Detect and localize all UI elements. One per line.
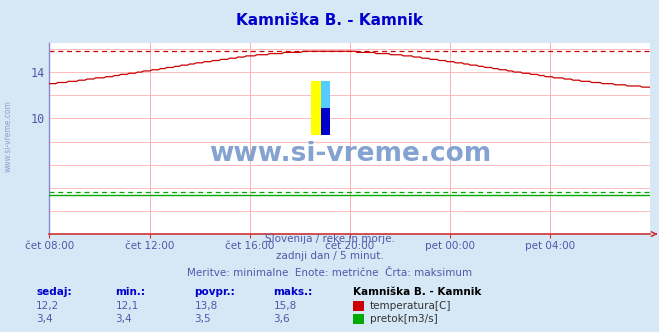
Text: povpr.:: povpr.: bbox=[194, 288, 235, 297]
Text: www.si-vreme.com: www.si-vreme.com bbox=[209, 141, 491, 167]
Text: 13,8: 13,8 bbox=[194, 301, 217, 311]
Text: temperatura[C]: temperatura[C] bbox=[370, 301, 451, 311]
Text: 3,6: 3,6 bbox=[273, 314, 290, 324]
Text: 3,4: 3,4 bbox=[115, 314, 132, 324]
Text: 12,1: 12,1 bbox=[115, 301, 138, 311]
Text: Slovenija / reke in morje.: Slovenija / reke in morje. bbox=[264, 234, 395, 244]
Text: maks.:: maks.: bbox=[273, 288, 313, 297]
Text: 12,2: 12,2 bbox=[36, 301, 59, 311]
Text: zadnji dan / 5 minut.: zadnji dan / 5 minut. bbox=[275, 251, 384, 261]
Text: Kamniška B. - Kamnik: Kamniška B. - Kamnik bbox=[353, 288, 481, 297]
Bar bbox=[322, 81, 330, 108]
Text: Kamniška B. - Kamnik: Kamniška B. - Kamnik bbox=[236, 13, 423, 28]
Text: pretok[m3/s]: pretok[m3/s] bbox=[370, 314, 438, 324]
Bar bbox=[311, 81, 322, 135]
Text: 3,5: 3,5 bbox=[194, 314, 211, 324]
Bar bbox=[322, 108, 330, 135]
Text: sedaj:: sedaj: bbox=[36, 288, 72, 297]
Text: 15,8: 15,8 bbox=[273, 301, 297, 311]
Text: 3,4: 3,4 bbox=[36, 314, 53, 324]
Text: Meritve: minimalne  Enote: metrične  Črta: maksimum: Meritve: minimalne Enote: metrične Črta:… bbox=[187, 268, 472, 278]
Text: www.si-vreme.com: www.si-vreme.com bbox=[4, 100, 13, 172]
Text: min.:: min.: bbox=[115, 288, 146, 297]
